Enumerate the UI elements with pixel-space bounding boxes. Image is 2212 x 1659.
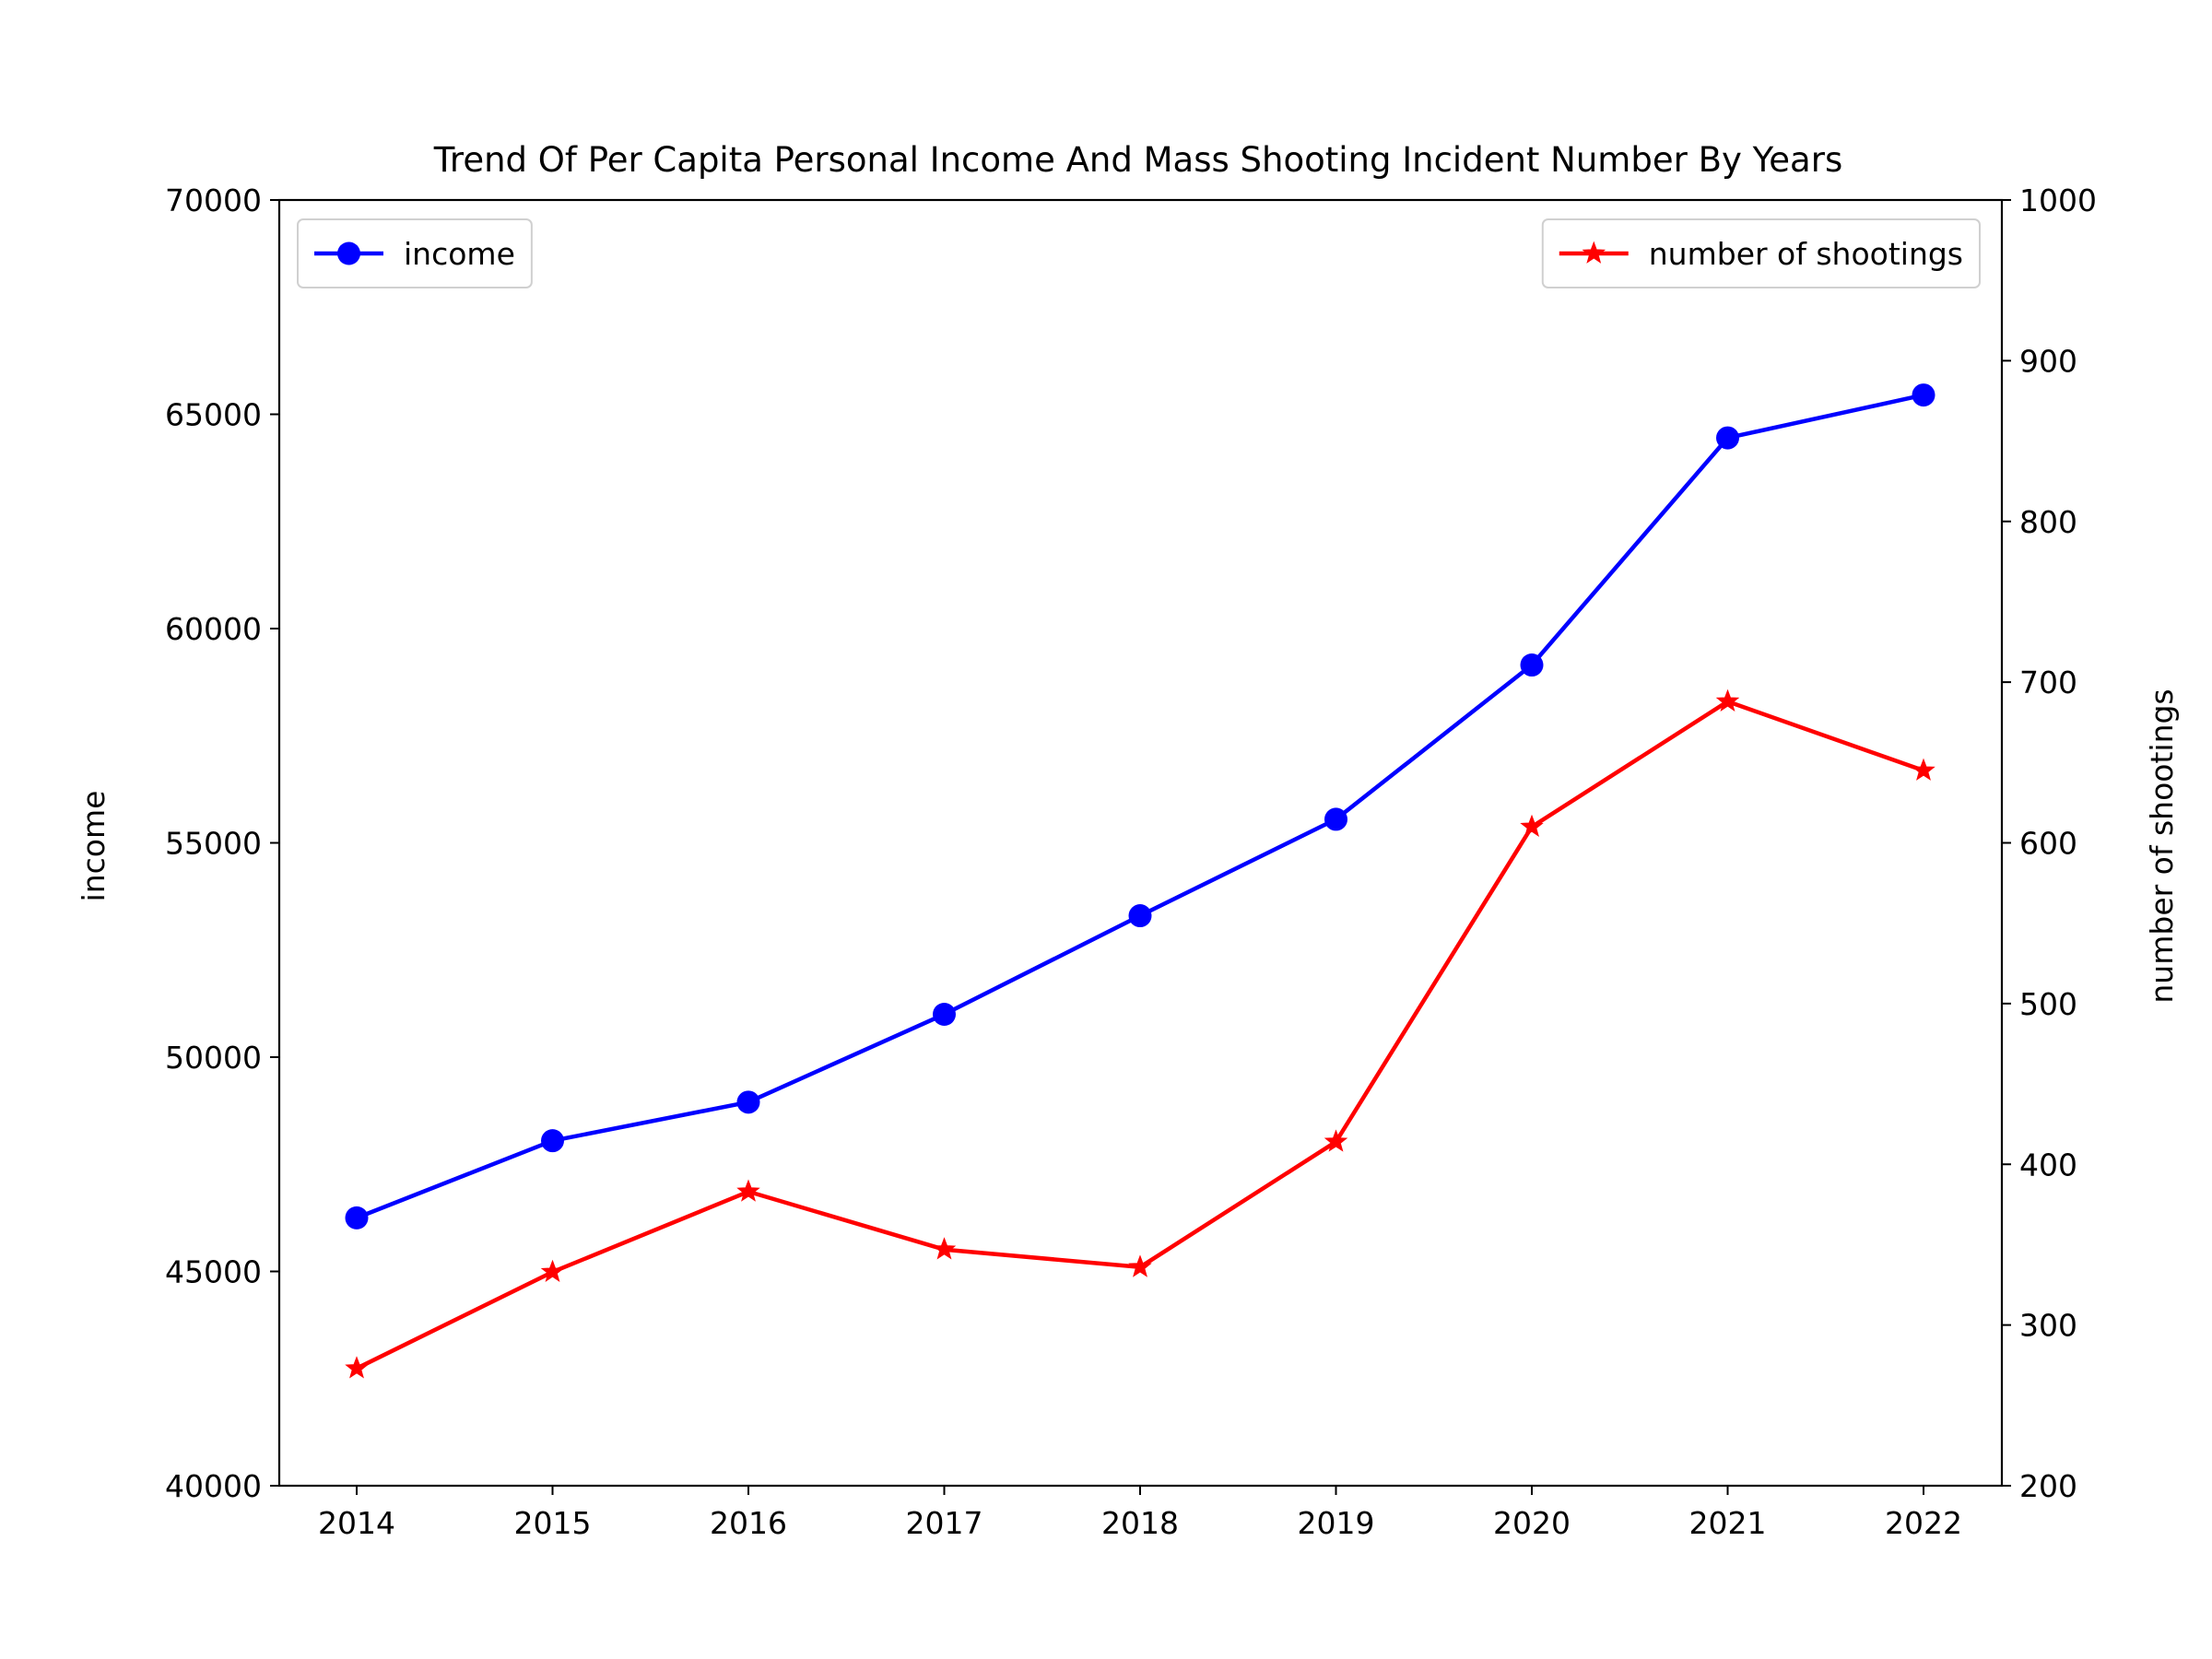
left-y-tick-label: 45000: [165, 1254, 262, 1290]
x-tick-label: 2018: [1101, 1505, 1179, 1541]
left-y-tick-label: 40000: [165, 1468, 262, 1504]
left-y-tick-label: 55000: [165, 826, 262, 862]
right-y-tick-label: 200: [2019, 1468, 2077, 1504]
data-point-number-of-shootings: [1520, 814, 1544, 837]
x-tick-label: 2019: [1298, 1505, 1375, 1541]
data-point-number-of-shootings: [1715, 688, 1740, 712]
left-y-tick-label: 60000: [165, 611, 262, 647]
right-axis-label: number of shootings: [2144, 688, 2180, 1003]
right-y-tick-label: 500: [2019, 986, 2077, 1022]
x-tick-label: 2020: [1493, 1505, 1571, 1541]
plot-frame: [277, 198, 2004, 1488]
data-point-number-of-shootings: [1324, 1129, 1348, 1152]
chart-title: Trend Of Per Capita Personal Income And …: [433, 140, 1842, 180]
right-y-tick-label: 600: [2019, 826, 2077, 862]
right-y-tick-label: 900: [2019, 343, 2077, 379]
data-point-number-of-shootings: [736, 1179, 760, 1202]
x-tick-label: 2021: [1689, 1505, 1767, 1541]
legend-label-income: income: [404, 236, 515, 272]
data-point-income: [1128, 904, 1152, 928]
right-y-tick-label: 700: [2019, 665, 2077, 700]
x-tick-label: 2015: [514, 1505, 592, 1541]
right-y-tick-label: 1000: [2019, 182, 2097, 218]
data-point-income: [1324, 807, 1347, 831]
data-point-number-of-shootings: [345, 1356, 369, 1379]
data-point-number-of-shootings: [1912, 758, 1936, 781]
left-axis-label: income: [76, 791, 112, 902]
data-point-income: [1520, 653, 1544, 677]
data-point-number-of-shootings: [540, 1259, 565, 1282]
data-point-number-of-shootings: [932, 1237, 957, 1260]
right-y-tick-label: 400: [2019, 1147, 2077, 1182]
left-y-tick-label: 70000: [165, 182, 262, 218]
legend-box-number-of-shootings: [1541, 218, 1981, 288]
data-point-income: [1716, 426, 1739, 450]
legend-marker-number-of-shootings: [1582, 241, 1606, 264]
series-line-income: [356, 393, 1924, 1220]
data-point-income: [736, 1090, 760, 1114]
legend-marker-income: [337, 241, 360, 265]
legend-box-income: [297, 218, 533, 288]
x-tick-label: 2014: [318, 1505, 395, 1541]
right-y-tick-label: 800: [2019, 504, 2077, 540]
data-point-number-of-shootings: [1128, 1254, 1152, 1277]
x-tick-label: 2017: [906, 1505, 983, 1541]
data-point-income: [1912, 383, 1936, 407]
x-tick-label: 2016: [710, 1505, 787, 1541]
legend-label-number-of-shootings: number of shootings: [1649, 236, 1963, 272]
right-y-tick-label: 300: [2019, 1308, 2077, 1344]
left-y-tick-label: 65000: [165, 397, 262, 433]
data-point-income: [345, 1206, 369, 1230]
data-point-income: [933, 1003, 956, 1026]
data-point-income: [541, 1129, 564, 1153]
left-y-tick-label: 50000: [165, 1040, 262, 1076]
x-tick-label: 2022: [1885, 1505, 1962, 1541]
